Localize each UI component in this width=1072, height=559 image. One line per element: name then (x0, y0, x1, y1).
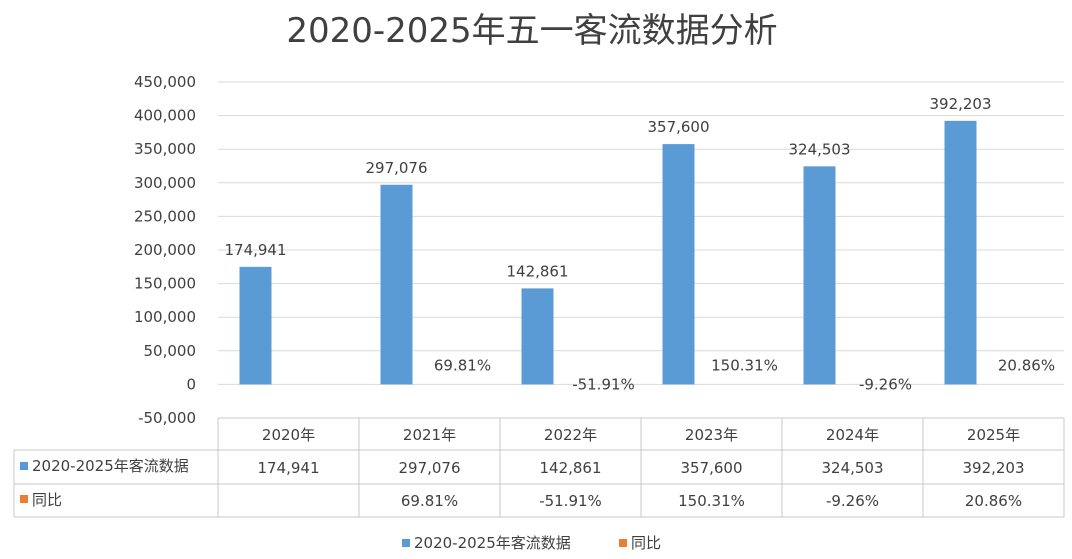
gridlines (218, 81, 1064, 419)
data-table: 2020年 174,941 2021年 297,076 69.81% 2022年 142,8… (13, 417, 1065, 518)
bars (239, 120, 977, 385)
y-tick-label: 300,000 (134, 174, 196, 192)
table-cell-yoy: -51.91% (539, 492, 602, 510)
data-label-yoy: 150.31% (711, 356, 778, 374)
y-tick-label: 400,000 (134, 107, 196, 125)
table-cell-flow: 392,203 (962, 459, 1024, 477)
table-header-year: 2021年 (403, 426, 456, 444)
table-key-flow (20, 462, 28, 470)
table-cell-yoy: 69.81% (401, 492, 458, 510)
data-label-flow: 297,076 (365, 159, 427, 177)
bar-passenger-flow (380, 184, 413, 385)
y-tick-label: 100,000 (134, 308, 196, 326)
legend-label-flow: 2020-2025年客流数据 (414, 534, 571, 552)
data-label-yoy: 20.86% (998, 356, 1055, 374)
table-header-year: 2022年 (544, 426, 597, 444)
table-row-label-flow: 2020-2025年客流数据 (32, 457, 189, 475)
table-cell-flow: 297,076 (398, 459, 460, 477)
table-header-year: 2025年 (967, 426, 1020, 444)
y-axis-ticks: -50,000 0 50,000 100,000 150,000 200,000 250,0… (134, 73, 196, 427)
table-header-year: 2023年 (685, 426, 738, 444)
data-label-yoy: 69.81% (434, 356, 491, 374)
data-label-flow: 174,941 (224, 241, 286, 259)
bar-passenger-flow (944, 120, 977, 385)
y-tick-label: 350,000 (134, 140, 196, 158)
y-tick-label: 200,000 (134, 241, 196, 259)
table-cell-flow: 324,503 (821, 459, 883, 477)
data-label-yoy: -51.91% (572, 375, 635, 393)
data-label-flow: 324,503 (788, 140, 850, 158)
table-cell-yoy: 150.31% (678, 492, 745, 510)
data-label-flow: 392,203 (929, 95, 991, 113)
bar-passenger-flow (239, 266, 272, 385)
table-header-year: 2020年 (262, 426, 315, 444)
table-cell-yoy: -9.26% (826, 492, 879, 510)
data-labels: 174,941 297,076 69.81% 142,861 -51.91% 357,60… (224, 95, 1055, 394)
chart-title: 2020-2025年五一客流数据分析 (286, 11, 777, 51)
y-tick-label: 250,000 (134, 207, 196, 225)
legend-label-yoy: 同比 (631, 534, 661, 552)
table-cell-flow: 174,941 (257, 459, 319, 477)
table-cell-yoy: 20.86% (965, 492, 1022, 510)
y-tick-label: -50,000 (138, 409, 196, 427)
bar-passenger-flow (662, 144, 695, 385)
data-label-yoy: -9.26% (859, 375, 912, 393)
table-cell-flow: 357,600 (680, 459, 742, 477)
y-tick-label: 150,000 (134, 275, 196, 293)
legend-key-yoy (619, 539, 627, 547)
data-label-flow: 142,861 (506, 262, 568, 280)
bar-passenger-flow (521, 288, 554, 385)
legend-key-flow (402, 539, 410, 547)
bar-passenger-flow (803, 166, 836, 385)
data-label-flow: 357,600 (647, 118, 709, 136)
y-tick-label: 0 (186, 375, 196, 393)
y-tick-label: 50,000 (144, 342, 197, 360)
y-tick-label: 450,000 (134, 73, 196, 91)
table-key-yoy (20, 495, 28, 503)
table-row-label-yoy: 同比 (32, 491, 62, 509)
legend: 2020-2025年客流数据 同比 (402, 534, 661, 552)
table-cell-flow: 142,861 (539, 459, 601, 477)
table-header-year: 2024年 (826, 426, 879, 444)
